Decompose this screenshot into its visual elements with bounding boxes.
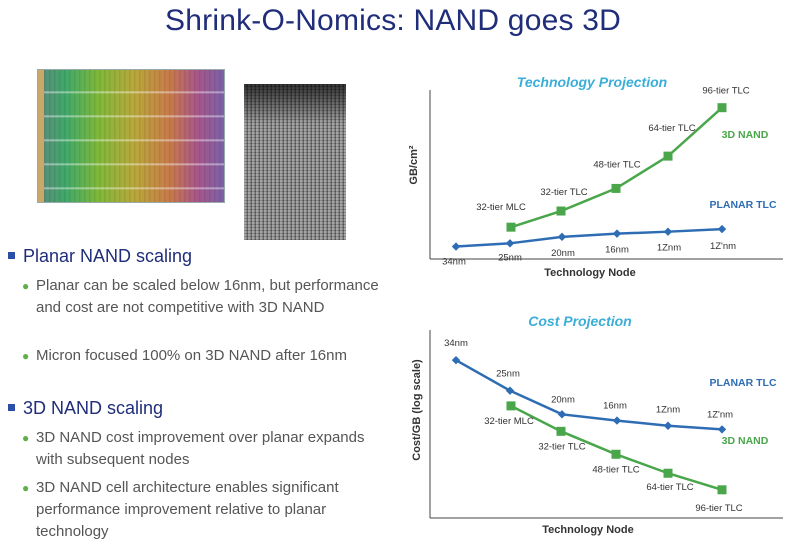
data-point (611, 183, 621, 193)
data-label: 48-tier TLC (593, 159, 640, 170)
x-axis-label: Technology Node (542, 524, 633, 536)
data-label: 1Z'nm (707, 409, 733, 420)
data-point (663, 468, 673, 478)
bullet-square-icon (8, 404, 15, 411)
data-label: 32-tier MLC (476, 202, 526, 213)
data-point (556, 426, 566, 436)
data-point (612, 229, 622, 238)
y-axis-label: GB/cm² (408, 145, 420, 184)
bullet-item: ● 3D NAND cost improvement over planar e… (22, 429, 365, 468)
data-point (717, 224, 727, 234)
data-label: 34nm (442, 257, 466, 268)
data-label: 16nm (603, 401, 627, 412)
data-point (717, 485, 727, 495)
bullet-heading-planar: Planar NAND scaling (8, 246, 192, 267)
data-label: 1Znm (657, 243, 681, 254)
x-axis-label: Technology Node (544, 267, 635, 279)
data-point (506, 401, 516, 411)
data-point (557, 410, 567, 419)
chart-title: Technology Projection (517, 74, 667, 90)
data-label: 34nm (444, 338, 468, 349)
data-label: 16nm (605, 245, 629, 256)
bullet-heading-3d: 3D NAND scaling (8, 398, 163, 419)
data-point (663, 151, 673, 161)
bullet-item: ● Planar can be scaled below 16nm, but p… (22, 277, 379, 316)
data-label: 64-tier TLC (648, 123, 695, 134)
legend-label: 3D NAND (722, 129, 769, 141)
bullet-dot-icon: ● (22, 431, 30, 445)
data-label: 96-tier TLC (695, 503, 742, 514)
data-point (505, 386, 515, 395)
data-point (557, 232, 567, 242)
data-label: 32-tier TLC (538, 441, 585, 452)
data-label: 48-tier TLC (592, 464, 639, 475)
data-point (611, 449, 621, 459)
data-point (451, 242, 461, 251)
data-label: 25nm (498, 252, 522, 263)
data-label: 1Znm (656, 405, 680, 416)
data-point (505, 239, 515, 248)
bullet-item: ● 3D NAND cell architecture enables sign… (22, 479, 339, 540)
data-point (717, 103, 727, 113)
chart-title: Cost Projection (528, 313, 631, 329)
data-label: 96-tier TLC (702, 86, 749, 97)
data-label: 20nm (551, 248, 575, 259)
data-label: 25nm (496, 369, 520, 380)
bullet-item: ● Micron focused 100% on 3D NAND after 1… (22, 345, 392, 367)
data-label: 20nm (551, 394, 575, 405)
bullet-dot-icon: ● (22, 481, 30, 495)
bullet-square-icon (8, 252, 15, 259)
bullet-dot-icon: ● (22, 279, 30, 293)
series-line (455, 227, 723, 248)
data-label: 32-tier MLC (484, 416, 534, 427)
data-label: 64-tier TLC (646, 482, 693, 493)
data-point (717, 425, 727, 434)
die-photo (38, 70, 224, 202)
data-point (663, 227, 673, 236)
data-point (556, 206, 566, 216)
series-line (455, 359, 723, 431)
legend-label: PLANAR TLC (709, 199, 776, 211)
legend-label: 3D NAND (722, 435, 769, 447)
data-label: 32-tier TLC (540, 187, 587, 198)
data-point (612, 416, 622, 425)
data-point (451, 355, 461, 365)
data-point (663, 421, 673, 430)
data-point (506, 222, 516, 232)
y-axis-label: Cost/GB (log scale) (411, 359, 423, 461)
cross-section-photo (244, 84, 346, 240)
legend-label: PLANAR TLC (709, 377, 776, 389)
bullet-dot-icon: ● (22, 349, 30, 363)
data-label: 1Z'nm (710, 241, 736, 252)
slide-title: Shrink-O-Nomics: NAND goes 3D (165, 4, 621, 37)
